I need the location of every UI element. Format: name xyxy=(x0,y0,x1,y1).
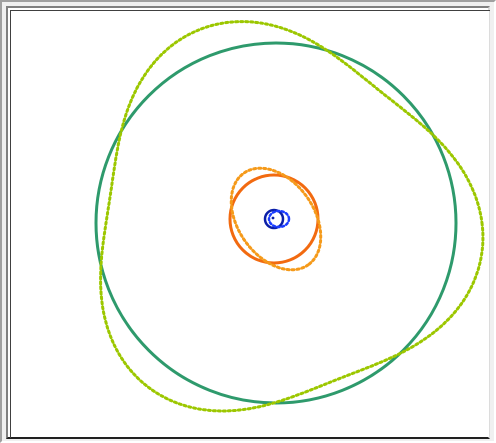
center-dot xyxy=(271,216,275,220)
inner-circle xyxy=(263,208,285,230)
outer-trefoil xyxy=(99,20,485,413)
plot-background xyxy=(11,11,489,437)
middle-ellipse xyxy=(229,166,323,272)
inner-ellipse xyxy=(267,209,291,229)
plot-canvas xyxy=(10,10,490,438)
orbit-diagram xyxy=(11,11,489,437)
